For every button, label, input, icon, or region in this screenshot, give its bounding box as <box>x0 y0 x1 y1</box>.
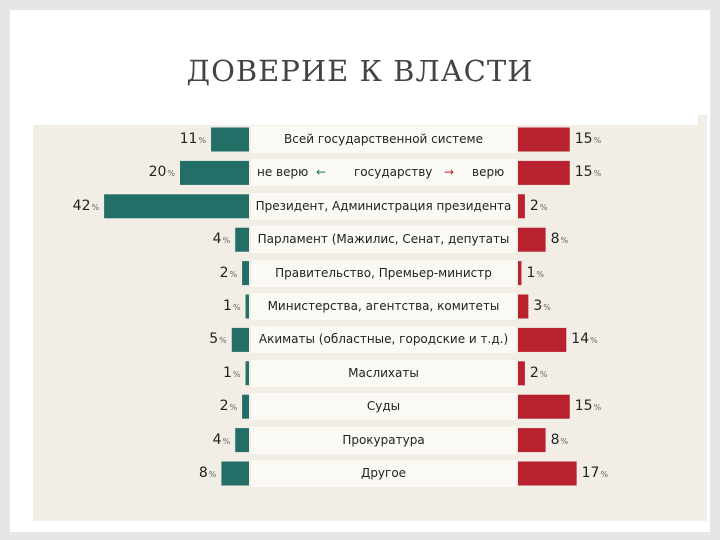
category-label: государству <box>354 165 433 180</box>
trust-bar <box>518 428 546 453</box>
category-label-background <box>251 126 516 153</box>
distrust-bar <box>235 428 249 453</box>
category-label-background <box>251 460 516 487</box>
distrust-bar <box>245 294 249 319</box>
title-box <box>22 20 698 125</box>
trust-value-label: 15% <box>574 131 602 147</box>
trust-value-label: 2% <box>529 197 548 214</box>
distrust-value-label: 8% <box>198 465 217 481</box>
distrust-bar <box>211 127 249 152</box>
distrust-value-label: 4% <box>212 231 231 248</box>
category-label: Министерства, агентства, комитеты <box>267 299 500 313</box>
distrust-value-label: 4% <box>212 431 231 448</box>
category-label: Правительство, Премьер-министр <box>275 265 492 280</box>
trust-bar <box>518 261 522 286</box>
distrust-bar <box>245 361 249 386</box>
trust-value-label: 3% <box>533 298 551 314</box>
category-label-background <box>251 192 516 220</box>
trust-bar <box>518 394 570 419</box>
distrust-bar <box>242 394 249 419</box>
distrust-bar <box>104 194 249 219</box>
left-arrow-icon: ← <box>316 165 327 180</box>
trust-value-label: 8% <box>550 231 569 248</box>
category-label: Маслихаты <box>348 365 419 380</box>
distrust-value-label: 1% <box>223 364 241 381</box>
distrust-value-label: 5% <box>209 331 227 348</box>
trust-value-label: 2% <box>529 364 548 381</box>
trust-bar <box>518 227 546 252</box>
trust-value-label: 15% <box>574 398 602 415</box>
category-label: Парламент (Мажилис, Сенат, депутаты <box>257 232 510 247</box>
distrust-bar <box>242 261 249 286</box>
category-label: Суды <box>366 399 401 414</box>
trust-bar <box>518 160 570 185</box>
distrust-value-label: 2% <box>219 264 238 281</box>
distrust-value-label: 2% <box>219 398 238 415</box>
category-label-background <box>251 226 516 254</box>
distrust-value-label: 42% <box>72 197 100 214</box>
category-label-background <box>251 293 516 320</box>
distrust-header-label: не верю <box>257 165 309 180</box>
distrust-bar <box>235 227 249 252</box>
category-label-background <box>251 359 516 387</box>
trust-value-label: 1% <box>526 264 544 281</box>
category-label: Акиматы (областные, городские и т.д.) <box>258 332 509 347</box>
category-label-background <box>251 326 516 354</box>
trust-bar <box>518 461 577 486</box>
right-arrow-icon: → <box>444 165 455 180</box>
header-row-labels: не верю ← государству → верю <box>251 159 516 186</box>
trust-value-label: 17% <box>581 465 609 481</box>
trust-value-label: 15% <box>574 164 602 181</box>
page-title: ДОВЕРИЕ К ВЛАСТИ <box>186 54 534 88</box>
category-label: Прокуратура <box>342 432 425 447</box>
trust-bar <box>518 194 525 219</box>
distrust-value-label: 20% <box>148 164 175 181</box>
trust-bar <box>518 327 567 352</box>
category-label-background <box>251 393 516 421</box>
distrust-value-label: 1% <box>223 298 241 314</box>
category-label-background <box>251 259 516 287</box>
trust-bar <box>518 361 525 386</box>
distrust-bar <box>221 461 249 486</box>
trust-value-label: 8% <box>550 431 569 448</box>
trust-value-label: 14% <box>571 331 598 348</box>
trust-bar <box>518 294 529 319</box>
trust-bar <box>518 127 570 152</box>
category-label-background <box>251 426 516 454</box>
category-label: Президент, Администрация президента <box>255 198 512 213</box>
distrust-bar <box>180 160 249 185</box>
category-label: Всей государственной системе <box>284 132 483 146</box>
distrust-bar <box>231 327 249 352</box>
trust-header-label: верю <box>472 165 505 180</box>
distrust-value-label: 11% <box>179 131 207 147</box>
category-label-background <box>251 159 516 187</box>
category-label: Другое <box>360 466 407 480</box>
